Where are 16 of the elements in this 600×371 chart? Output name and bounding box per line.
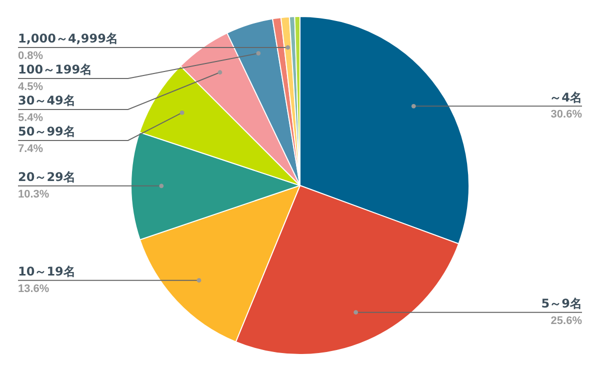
slice-label: 10～19名 xyxy=(18,264,76,278)
data-label: 0.8% xyxy=(18,50,44,62)
data-label: 7.4% xyxy=(18,142,44,155)
data-label: 13.6% xyxy=(18,282,50,295)
slice-label: 30～49名 xyxy=(18,94,76,108)
slice-label: 100～199名 xyxy=(18,62,92,77)
data-label: 30.6% xyxy=(550,108,582,121)
data-label: 5.4% xyxy=(18,112,44,124)
slice-label: 1,000～4,999名 xyxy=(18,32,118,46)
slice-label: 20～29名 xyxy=(18,170,76,184)
slice-label: ～4名 xyxy=(550,90,582,104)
slice-label: 5～9名 xyxy=(541,296,582,310)
data-label: 25.6% xyxy=(550,314,582,327)
slice-label: 50～99名 xyxy=(18,124,76,139)
data-label: 10.3% xyxy=(18,188,50,200)
data-label: 4.5% xyxy=(18,80,44,93)
